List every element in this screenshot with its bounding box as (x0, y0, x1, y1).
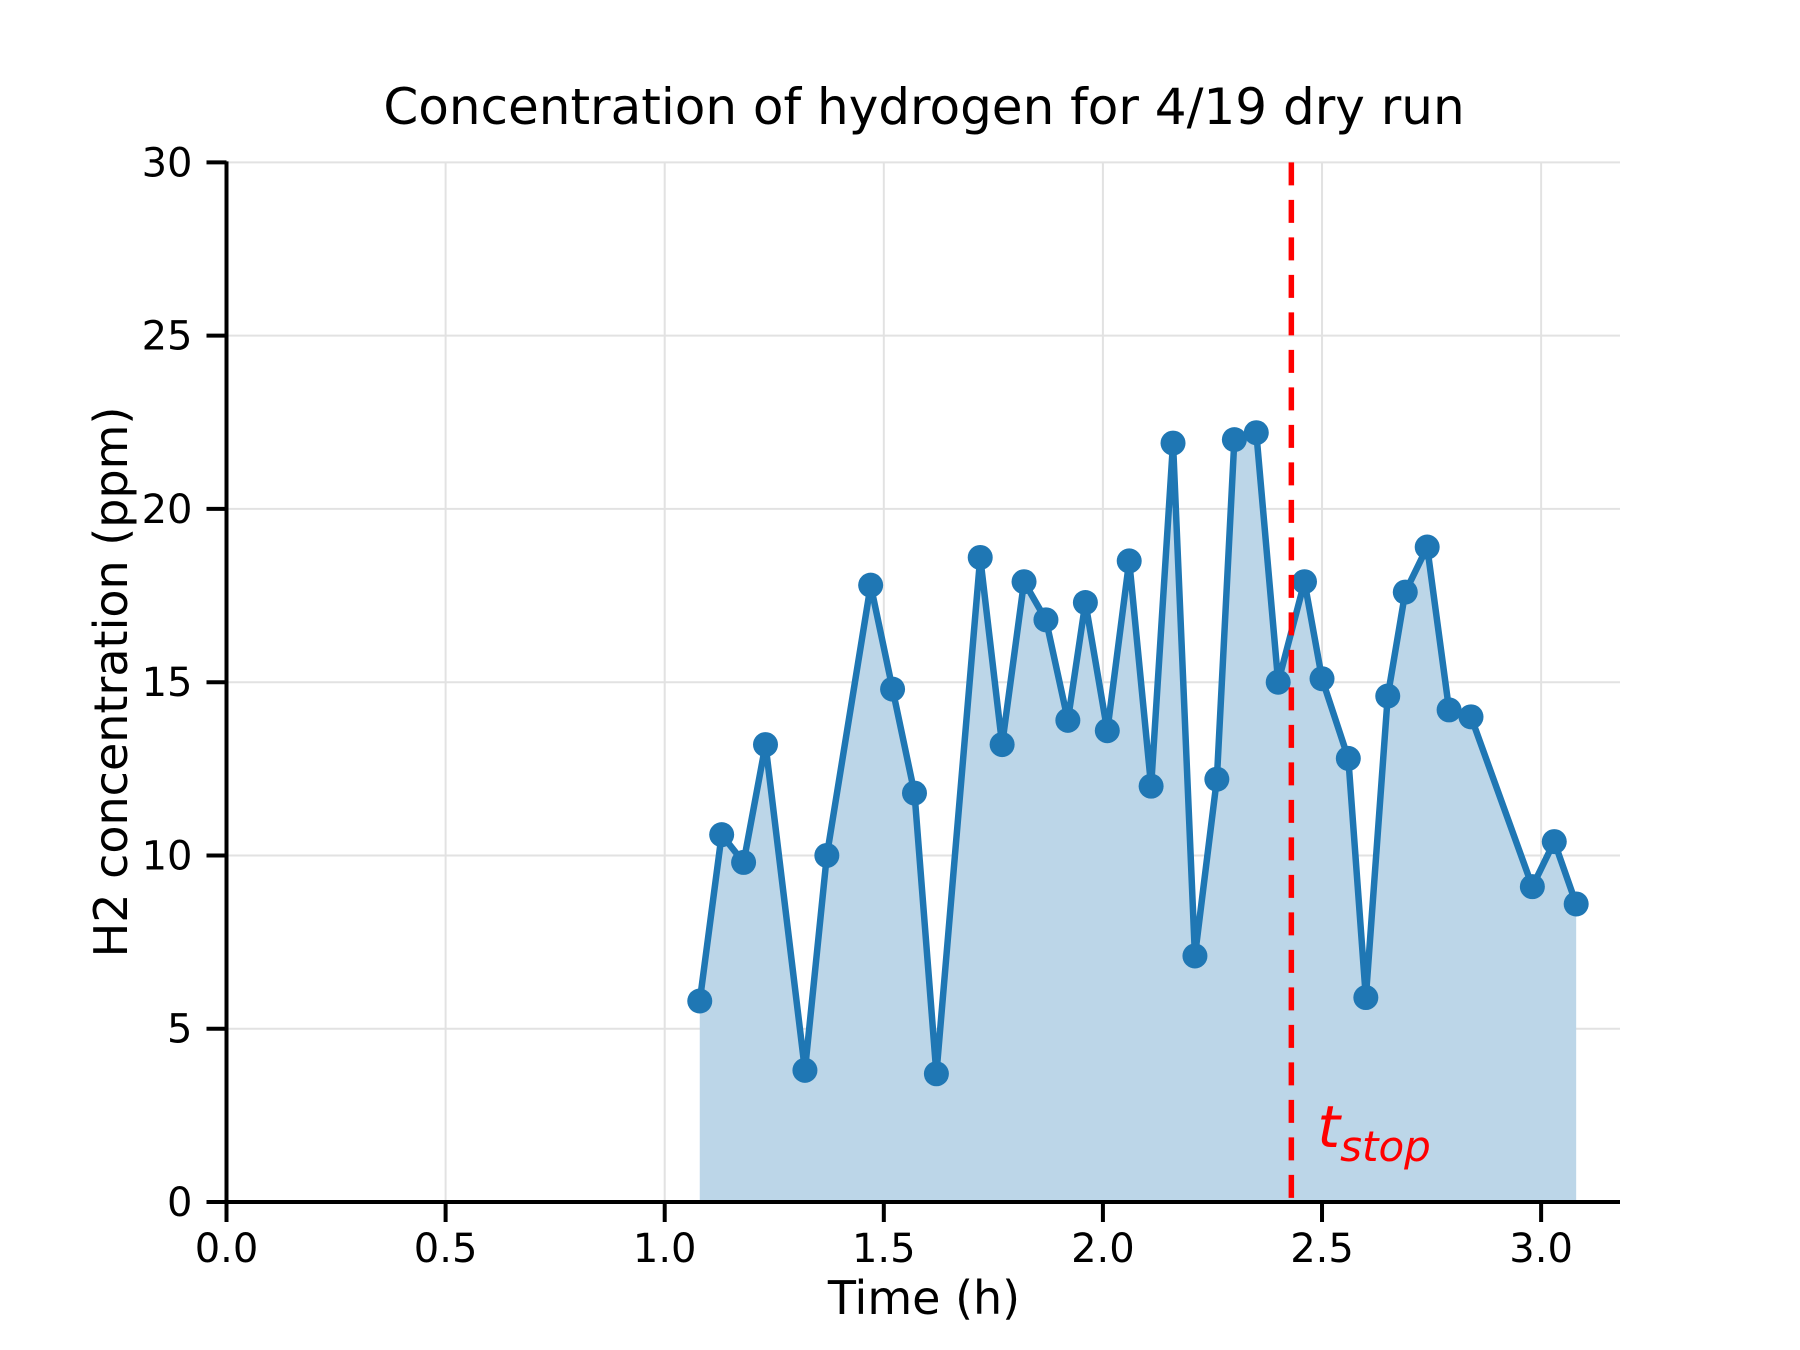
data-point (923, 1061, 949, 1087)
data-point (1519, 874, 1545, 900)
x-tick-label: 3.0 (1509, 1226, 1573, 1272)
data-point (1458, 704, 1484, 730)
t-stop-label: tstop (1317, 1093, 1430, 1171)
data-point (1353, 985, 1379, 1011)
x-tick-label: 0.5 (414, 1226, 478, 1272)
data-point (1204, 766, 1230, 792)
y-axis-label: H2 concentration (ppm) (84, 407, 138, 958)
x-tick-label: 2.5 (1290, 1226, 1354, 1272)
t-stop-label-main: t (1317, 1093, 1342, 1161)
annotation-layer: tstop (1288, 162, 1431, 1202)
data-point (1221, 427, 1247, 453)
data-point (901, 780, 927, 806)
data-point (1116, 548, 1142, 574)
area-fill (699, 432, 1577, 1202)
x-tick-label: 0.0 (195, 1226, 259, 1272)
y-tick-label: 0 (167, 1180, 192, 1226)
x-tick-label: 1.5 (852, 1226, 916, 1272)
data-point (1563, 891, 1589, 917)
data-point (814, 842, 840, 868)
data-point (1291, 569, 1317, 595)
data-point (1375, 683, 1401, 709)
y-tick-label: 25 (142, 314, 193, 360)
data-point (731, 849, 757, 875)
data-point (989, 732, 1015, 758)
y-tick-label: 5 (167, 1007, 192, 1053)
series-layer (687, 420, 1589, 1202)
data-point (1160, 430, 1186, 456)
data-point (1392, 579, 1418, 605)
data-point (1094, 718, 1120, 744)
data-point (792, 1057, 818, 1083)
data-point (1033, 607, 1059, 633)
x-tick-label: 2.0 (1071, 1226, 1135, 1272)
y-tick-label: 20 (142, 487, 193, 533)
data-point (752, 732, 778, 758)
x-tick-label: 1.0 (633, 1226, 697, 1272)
data-point (1182, 943, 1208, 969)
data-point (687, 988, 713, 1014)
t-stop-label-subscript: stop (1340, 1122, 1431, 1171)
data-point (1309, 666, 1335, 692)
data-point (1011, 569, 1037, 595)
data-point (1055, 707, 1081, 733)
y-tick-label: 30 (142, 140, 193, 186)
x-axis-label: Time (h) (827, 1271, 1020, 1325)
data-point (967, 544, 993, 570)
data-point (1243, 420, 1269, 446)
y-tick-label: 15 (142, 660, 193, 706)
y-tick-label: 10 (142, 833, 193, 879)
data-point (1541, 829, 1567, 855)
data-point (1138, 773, 1164, 799)
chart-title: Concentration of hydrogen for 4/19 dry r… (383, 78, 1464, 136)
data-point (1265, 669, 1291, 695)
data-point (709, 822, 735, 848)
data-point (1072, 589, 1098, 615)
data-point (880, 676, 906, 702)
data-point (858, 572, 884, 598)
data-point (1335, 745, 1361, 771)
data-point (1436, 697, 1462, 723)
data-point (1414, 534, 1440, 560)
axes-layer: 0.0 0.5 1.0 1.5 2.0 2.5 3.0 0 5 10 15 20 25 30 (142, 140, 1620, 1272)
